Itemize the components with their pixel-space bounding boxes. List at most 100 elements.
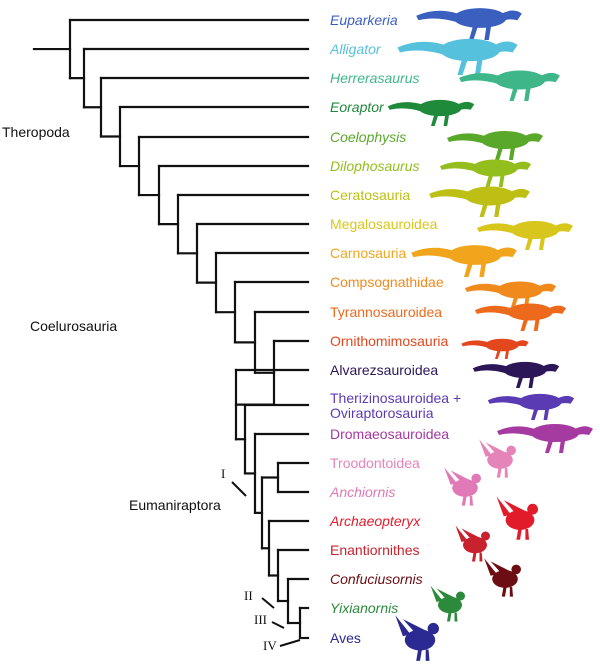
silhouette-head xyxy=(471,473,481,484)
silhouette-2 xyxy=(459,70,560,101)
silhouette-head xyxy=(538,72,560,84)
silhouette-head xyxy=(547,305,567,315)
silhouette-tail xyxy=(447,133,485,144)
taxon-label-line: Ornithomimosauria xyxy=(330,333,448,349)
silhouette-tail xyxy=(497,426,535,437)
silhouette-leg xyxy=(543,407,549,420)
silhouette-leg xyxy=(509,86,518,101)
silhouette-body xyxy=(481,131,529,149)
silhouette-body xyxy=(511,221,559,239)
silhouette-wing xyxy=(436,588,458,602)
silhouette-head xyxy=(456,591,465,601)
taxon-label-line: Troodontoidea xyxy=(330,455,420,471)
silhouette-body xyxy=(492,570,518,588)
pointer-III xyxy=(271,621,285,629)
silhouette-9 xyxy=(464,281,557,309)
silhouette-15 xyxy=(479,439,516,478)
silhouette-6 xyxy=(429,186,530,217)
taxon-label-line: Dromaeosauroidea xyxy=(330,426,449,442)
silhouette-21 xyxy=(395,615,439,661)
taxon-label-line: Anchiornis xyxy=(329,484,395,500)
node-label-IV: IV xyxy=(263,638,277,653)
silhouette-0 xyxy=(416,8,522,40)
silhouette-leg xyxy=(484,24,491,40)
silhouette-4 xyxy=(447,131,543,160)
group-label-coelurosauria: Coelurosauria xyxy=(30,318,117,334)
silhouette-head xyxy=(541,363,560,373)
silhouette-wing xyxy=(485,442,508,457)
silhouette-8 xyxy=(411,245,517,277)
silhouette-leg xyxy=(454,612,458,622)
silhouette-head xyxy=(427,622,439,635)
taxon-label-yixianornis: Yixianornis xyxy=(330,600,398,616)
node-label-III: III xyxy=(254,612,267,627)
silhouette-leg xyxy=(479,552,483,562)
silhouette-leg xyxy=(495,349,501,359)
silhouette-body xyxy=(463,536,487,554)
silhouette-body xyxy=(531,424,579,442)
taxon-label-enantiornithes: Enantiornithes xyxy=(330,542,420,558)
taxon-label-herrerasaurus: Herrerasaurus xyxy=(330,70,419,86)
taxon-label-line: Megalosauroidea xyxy=(330,216,438,232)
tree-branches xyxy=(32,18,310,640)
silhouette-leg xyxy=(520,317,529,331)
silhouette-leg xyxy=(431,113,439,126)
silhouette-12 xyxy=(472,361,560,388)
silhouette-head xyxy=(553,223,573,233)
taxon-label-line: Carnosauria xyxy=(330,245,406,261)
silhouette-head xyxy=(492,41,518,54)
silhouette-3 xyxy=(387,99,475,126)
taxon-label-line: Alvarezsauroidea xyxy=(330,362,438,378)
taxon-labels: Euparkeria Alligator Herrerasaurus Eoraptor… xyxy=(329,12,461,646)
taxon-label-line: Ceratosauria xyxy=(330,187,410,203)
silhouette-wing xyxy=(461,528,483,542)
silhouette-leg xyxy=(559,439,565,453)
taxon-label-ornithomimosauria: Ornithomimosauria xyxy=(330,333,448,349)
taxon-label-line: Alligator xyxy=(329,41,382,57)
silhouette-tail xyxy=(411,247,453,260)
taxon-label-line: Yixianornis xyxy=(330,600,398,616)
silhouette-body xyxy=(503,361,547,379)
silhouette-tail xyxy=(464,283,501,294)
silhouette-tail xyxy=(479,439,492,457)
silhouette-head xyxy=(527,503,538,515)
silhouette-tail xyxy=(461,340,488,348)
silhouette-tail xyxy=(387,102,422,112)
silhouette-head xyxy=(511,564,521,575)
taxon-label-archaeopteryx: Archaeopteryx xyxy=(329,513,421,529)
silhouette-head xyxy=(523,133,543,143)
silhouette-leg xyxy=(479,261,486,277)
silhouette-tail xyxy=(484,558,497,576)
taxon-label-compsognathidae: Compsognathidae xyxy=(330,274,444,290)
silhouette-body xyxy=(472,159,518,177)
silhouette-leg xyxy=(469,496,473,506)
silhouette-body xyxy=(438,596,462,614)
silhouette-leg xyxy=(443,113,449,126)
silhouette-leg xyxy=(525,529,529,540)
silhouette-11 xyxy=(461,338,529,359)
taxon-label-line: Aves xyxy=(330,630,361,646)
silhouette-head xyxy=(556,395,575,405)
silhouette-head xyxy=(499,10,522,22)
silhouette-body xyxy=(404,629,436,651)
taxon-label-troodontoidea: Troodontoidea xyxy=(330,455,420,471)
silhouette-tail xyxy=(397,41,445,55)
silhouette-body xyxy=(518,393,562,411)
silhouette-7 xyxy=(477,221,573,250)
silhouette-wing xyxy=(490,561,513,576)
taxon-label-alligator: Alligator xyxy=(329,41,382,57)
taxon-label-line: Coelophysis xyxy=(330,129,406,145)
silhouette-tail xyxy=(459,73,499,85)
silhouette-leg xyxy=(479,202,488,217)
taxon-label-confuciusornis: Confuciusornis xyxy=(330,571,423,587)
silhouette-leg xyxy=(516,375,524,388)
taxon-label-line: Herrerasaurus xyxy=(330,70,419,86)
taxon-label-dromaeosauroidea: Dromaeosauroidea xyxy=(330,426,449,442)
silhouette-leg xyxy=(533,317,540,331)
silhouette-leg xyxy=(485,173,494,187)
taxon-label-line: Oviraptorosauria xyxy=(330,405,434,421)
silhouette-body xyxy=(497,281,543,299)
group-label-eumaniraptora: Eumaniraptora xyxy=(129,497,221,513)
taxon-label-line: Enantiornithes xyxy=(330,542,420,558)
